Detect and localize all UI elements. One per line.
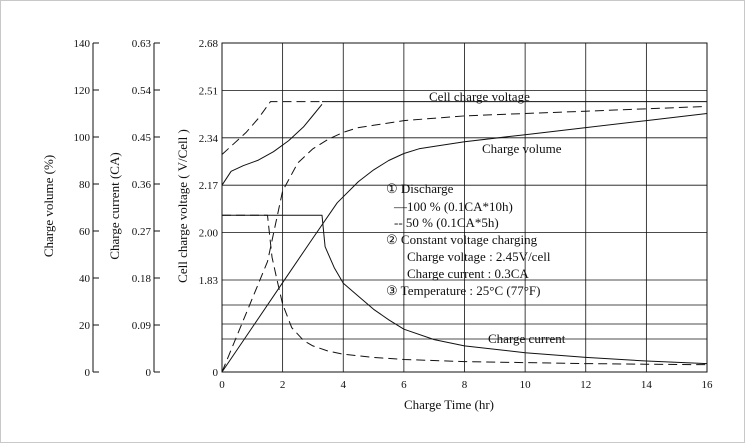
current-tick-label: 0.09 — [132, 320, 152, 332]
volume-tick-label: 60 — [79, 226, 91, 238]
x-tick-label: 8 — [462, 379, 468, 391]
annotation-charge-voltage: Charge voltage : 2.45V/cell — [407, 249, 551, 264]
current-tick-label: 0.36 — [132, 179, 152, 191]
cell-charge-voltage-solid-line — [221, 103, 323, 186]
volume-tick-label: 20 — [79, 320, 91, 332]
current-tick-label: 0.45 — [132, 132, 152, 144]
charge-current-solid-line — [222, 214, 708, 365]
cell-charge-voltage-dashed-line — [221, 101, 322, 155]
charge-volume-solid-line — [221, 113, 708, 373]
voltage-tick-label: 2.00 — [199, 228, 219, 240]
volume-tick-label: 40 — [79, 273, 91, 285]
x-tick-label: 12 — [580, 379, 591, 391]
x-tick-label: 6 — [401, 379, 407, 391]
current-tick-label: 0.54 — [132, 85, 152, 97]
volume-tick-label: 100 — [74, 132, 91, 144]
annotation-discharge-50: -- 50 % (0.1CA*5h) — [394, 215, 499, 230]
volume-tick-label: 80 — [79, 179, 91, 191]
curve-label-current: Charge current — [488, 331, 566, 346]
volume-tick-label: 140 — [74, 38, 91, 50]
series — [221, 101, 708, 373]
x-tick-label: 0 — [219, 379, 225, 391]
x-tick-label: 4 — [341, 379, 347, 391]
voltage-tick-label: 2.17 — [199, 180, 219, 192]
volume-tick-label: 120 — [74, 85, 91, 97]
annotation-charge-current: Charge current : 0.3CA — [407, 266, 529, 281]
curve-label-volume: Charge volume — [482, 141, 562, 156]
current-tick-label: 0.63 — [132, 38, 152, 50]
volume-axis-label: Charge volume (%) — [41, 155, 56, 257]
x-tick-label: 14 — [641, 379, 653, 391]
axes: 0 2 4 6 8 10 12 14 1601.832.002.172.342.512.6800… — [74, 38, 714, 391]
annotation-discharge-100: —100 % (0.1CA*10h) — [393, 199, 513, 214]
annotation-discharge: ① Discharge — [386, 181, 454, 196]
current-tick-label: 0 — [146, 367, 152, 379]
x-axis-label: Charge Time (hr) — [404, 397, 494, 412]
charge-current-dashed-line — [222, 214, 708, 366]
voltage-tick-label: 1.83 — [199, 275, 219, 287]
curve-label-voltage: Cell charge voltage — [429, 89, 530, 104]
voltage-tick-label: 0 — [213, 367, 219, 379]
charge-volume-dashed-line — [221, 105, 708, 373]
x-tick-label: 2 — [280, 379, 286, 391]
voltage-tick-label: 2.68 — [199, 38, 219, 50]
current-tick-label: 0.18 — [132, 273, 152, 285]
volume-tick-label: 0 — [85, 367, 91, 379]
voltage-axis-label: Cell charge voltage ( V/Cell ) — [175, 129, 190, 283]
annotation-constant-voltage: ② Constant voltage charging — [386, 232, 538, 247]
voltage-tick-label: 2.34 — [199, 133, 219, 145]
x-tick-label: 16 — [702, 379, 714, 391]
annotation-temperature: ③ Temperature : 25°C (77°F) — [386, 283, 540, 298]
x-tick-label: 10 — [520, 379, 532, 391]
current-axis-label: Charge current (CA) — [107, 152, 122, 259]
current-tick-label: 0.27 — [132, 226, 152, 238]
voltage-tick-label: 2.51 — [199, 85, 218, 97]
